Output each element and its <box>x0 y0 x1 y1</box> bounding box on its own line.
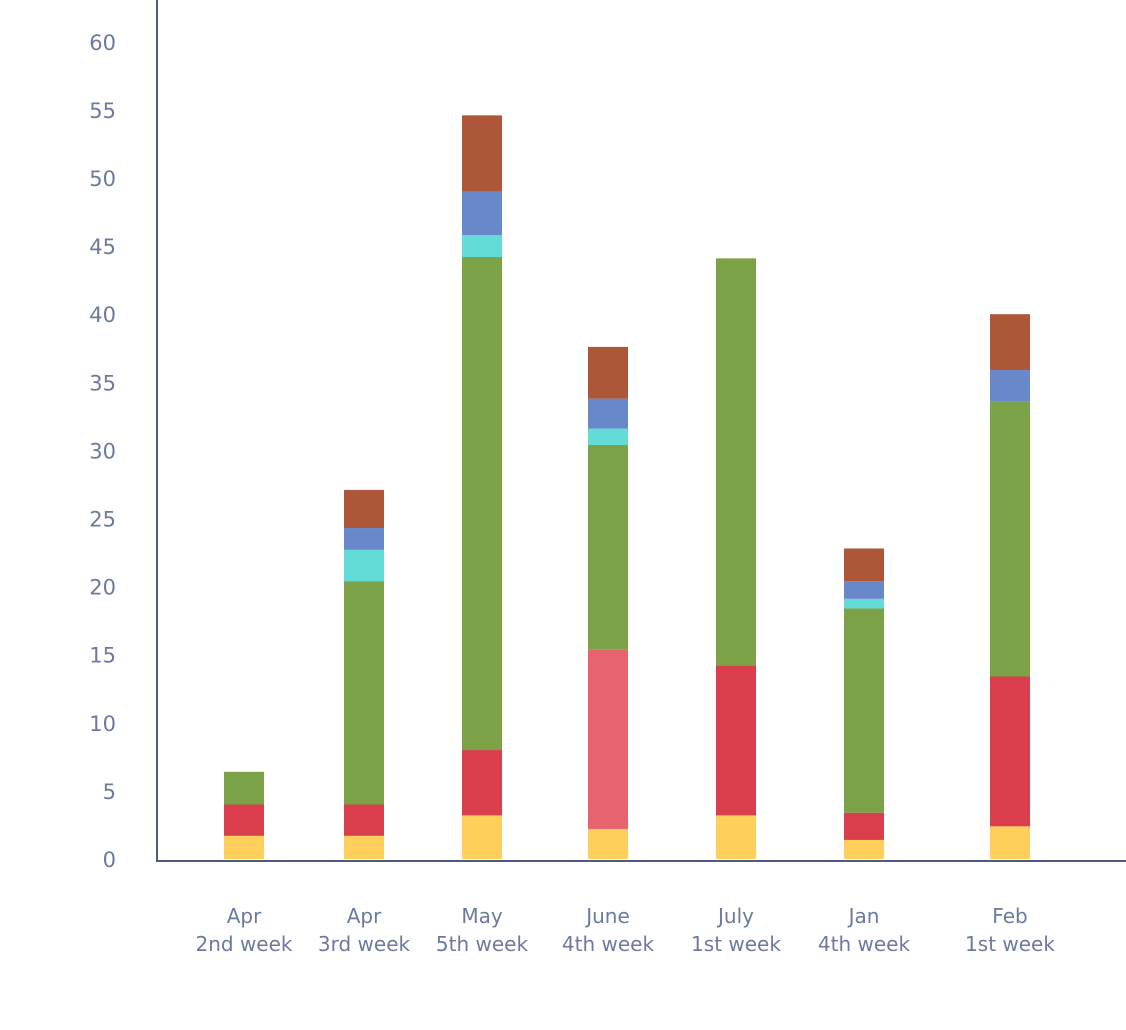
x-tick-label: 4th week <box>562 932 655 956</box>
bar-segment <box>844 581 884 599</box>
bar-segment <box>990 314 1030 371</box>
x-tick-label: 4th week <box>818 932 911 956</box>
bar-segment <box>844 548 884 582</box>
bar-segment <box>844 812 884 840</box>
y-tick-label: 10 <box>89 712 116 736</box>
bar-segment <box>588 444 628 650</box>
y-tick-label: 50 <box>89 167 116 191</box>
bar-segment <box>224 804 264 836</box>
bar-segment <box>344 581 384 805</box>
y-tick-label: 45 <box>89 235 116 259</box>
bar-segment <box>462 191 502 236</box>
bar-segment <box>224 771 264 805</box>
bar-segment <box>844 598 884 609</box>
bar-segment <box>588 398 628 429</box>
bar-segment <box>716 665 756 816</box>
x-tick-label: Jan <box>847 904 880 928</box>
y-tick-label: 60 <box>89 31 116 55</box>
x-tick-label: Feb <box>992 904 1027 928</box>
bar-segment <box>844 839 884 859</box>
bar-segment <box>344 835 384 859</box>
bar-segment <box>344 528 384 550</box>
bar-segment <box>716 258 756 666</box>
x-tick-label: 1st week <box>965 932 1055 956</box>
bar-segment <box>224 835 264 859</box>
bar-segment <box>588 829 628 859</box>
x-tick-label: Apr <box>347 904 382 928</box>
y-tick-label: 55 <box>89 99 116 123</box>
x-tick-label: June <box>584 904 630 928</box>
bar-segment <box>588 346 628 399</box>
x-tick-label: July <box>716 904 754 928</box>
x-tick-label: 3rd week <box>318 932 411 956</box>
y-tick-label: 0 <box>103 848 116 872</box>
x-tick-label: 1st week <box>691 932 781 956</box>
x-tick-label: 2nd week <box>195 932 292 956</box>
x-tick-label: 5th week <box>436 932 529 956</box>
bar-segment <box>344 549 384 582</box>
bar-segment <box>990 401 1030 677</box>
x-tick-label: May <box>461 904 503 928</box>
bar-segment <box>344 804 384 836</box>
bar-segment <box>716 815 756 859</box>
bar-segment <box>462 235 502 257</box>
y-tick-label: 40 <box>89 303 116 327</box>
bar-segment <box>462 750 502 816</box>
bar-segment <box>990 370 1030 402</box>
bar-segment <box>588 428 628 445</box>
y-tick-label: 5 <box>103 780 116 804</box>
y-axis-ticks: 0 5 10 15 20 25 30 35 40 45 50 55 60 <box>89 31 116 872</box>
bar-segment <box>462 256 502 751</box>
bar-segment <box>344 489 384 529</box>
y-tick-label: 15 <box>89 644 116 668</box>
bar-segment <box>588 649 628 830</box>
y-tick-label: 25 <box>89 508 116 532</box>
bar-segment <box>462 115 502 192</box>
y-tick-label: 35 <box>89 371 116 395</box>
bar-segment <box>990 826 1030 859</box>
y-tick-label: 20 <box>89 576 116 600</box>
y-tick-label: 30 <box>89 439 116 463</box>
bar-segment <box>844 608 884 813</box>
x-tick-label: Apr <box>227 904 262 928</box>
x-axis-labels: Apr 2nd week Apr 3rd week May 5th week June 4th… <box>195 904 1055 956</box>
bar-segment <box>990 676 1030 827</box>
bar-segment <box>462 815 502 859</box>
bars <box>224 115 1030 859</box>
